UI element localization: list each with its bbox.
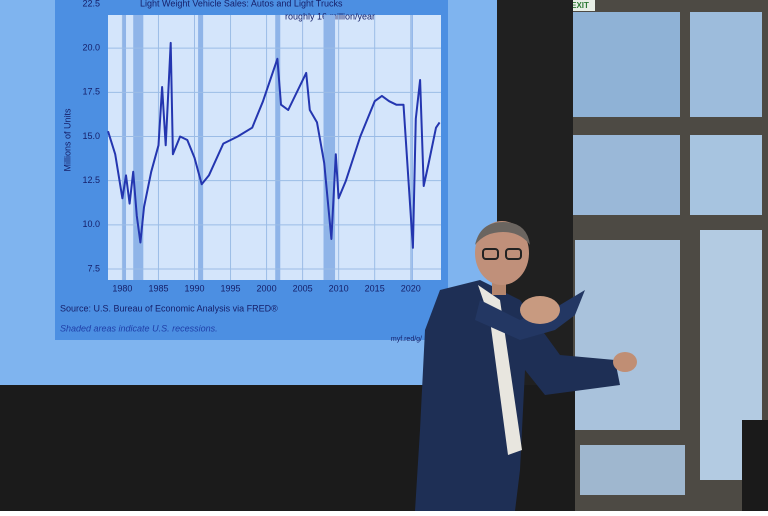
- hand: [613, 352, 637, 372]
- x-tick-label: 1985: [148, 283, 168, 293]
- chart-title: Light Weight Vehicle Sales: Autos and Li…: [140, 0, 343, 8]
- recession-band: [323, 15, 336, 280]
- y-tick-label: 22.5: [82, 0, 100, 8]
- speaker: [742, 420, 768, 511]
- x-tick-label: 2000: [257, 283, 277, 293]
- window-pane: [575, 240, 680, 430]
- x-tick-label: 2015: [365, 283, 385, 293]
- x-tick-label: 2005: [293, 283, 313, 293]
- data-line: [107, 41, 441, 249]
- window-pane: [570, 12, 680, 117]
- glasses: [505, 248, 522, 260]
- url: myf.red/g/: [391, 336, 422, 343]
- y-tick-label: 17.5: [82, 87, 100, 97]
- window-pane: [570, 135, 680, 215]
- y-tick-label: 20.0: [82, 43, 100, 53]
- chart: Light Weight Vehicle Sales: Autos and Li…: [60, 0, 441, 343]
- y-tick-label: 7.5: [87, 263, 100, 273]
- y-tick-label: 15.0: [82, 131, 100, 141]
- window-pane: [690, 135, 762, 215]
- plot-area: [108, 15, 441, 280]
- glasses: [482, 248, 499, 260]
- arm: [475, 290, 585, 340]
- source: Source: U.S. Bureau of Economic Analysis…: [60, 303, 278, 313]
- recession-band: [198, 15, 204, 280]
- recession-band: [411, 15, 413, 280]
- y-tick-label: 12.5: [82, 175, 100, 185]
- shirt: [478, 285, 522, 455]
- head: [475, 221, 529, 285]
- recession-band: [275, 15, 281, 280]
- recession-band: [133, 15, 144, 280]
- jacket: [415, 280, 620, 511]
- window-pane: [690, 12, 762, 117]
- x-tick-label: 1995: [221, 283, 241, 293]
- presenter: [415, 221, 637, 511]
- x-tick-label: 2010: [329, 283, 349, 293]
- recession-band: [122, 15, 127, 280]
- x-tick-label: 1990: [184, 283, 204, 293]
- hand: [520, 296, 560, 324]
- y-axis-label: Millions of Units: [62, 108, 72, 172]
- window-pane: [580, 445, 685, 495]
- hair: [475, 222, 530, 245]
- x-tick-label: 1980: [112, 283, 132, 293]
- exit-text: EXIT: [571, 1, 589, 10]
- exit-sign: [565, 0, 595, 11]
- note: Shaded areas indicate U.S. recessions.: [60, 323, 218, 333]
- x-tick-label: 2020: [401, 283, 421, 293]
- y-tick-label: 10.0: [82, 219, 100, 229]
